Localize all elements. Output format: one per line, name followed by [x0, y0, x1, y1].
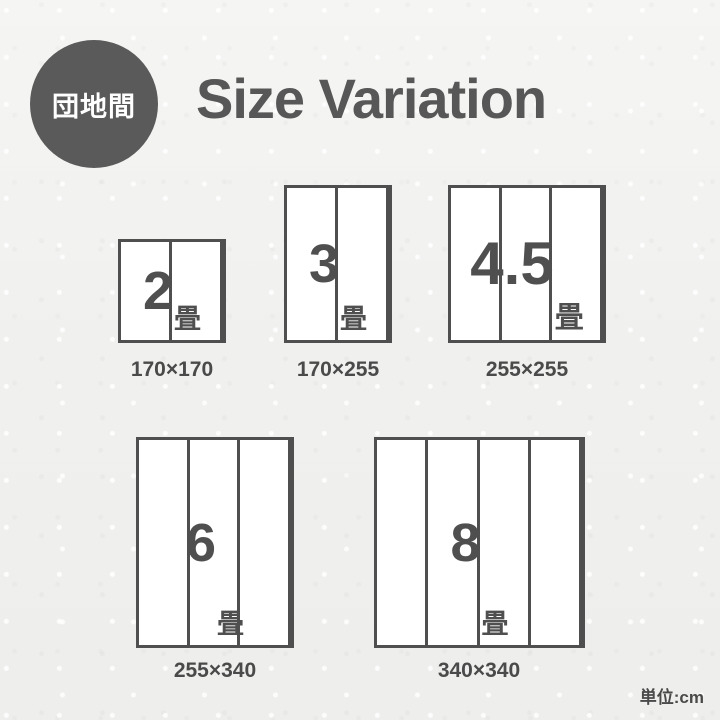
tatami-mat: [190, 440, 241, 645]
tatami-mat: [480, 440, 531, 645]
room-6jo: 6 畳: [136, 437, 294, 648]
unit-footnote: 単位:cm: [639, 688, 704, 707]
badge-danchima: 団地間: [30, 40, 158, 168]
tatami-mat: [502, 188, 553, 340]
tatami-mat: [338, 188, 389, 340]
room-4_5jo: 4.5 畳: [448, 185, 606, 343]
tatami-mat: [552, 188, 604, 340]
tatami-mat: [451, 188, 502, 340]
room-8jo: 8 畳: [374, 437, 585, 648]
badge-label: 団地間: [52, 91, 136, 122]
dimension-2jo: 170×170: [130, 358, 214, 381]
tatami-mat: [139, 440, 190, 645]
dimension-4_5jo: 255×255: [485, 358, 569, 381]
dimension-6jo: 255×340: [173, 659, 257, 682]
header: 団地間 Size Variation: [0, 0, 720, 170]
page-title: Size Variation: [196, 67, 547, 130]
room-2jo: 2 畳: [118, 239, 226, 343]
tatami-mat: [172, 242, 223, 340]
tatami-mat: [531, 440, 582, 645]
room-3jo: 3 畳: [284, 185, 392, 343]
dimension-8jo: 340×340: [437, 659, 521, 682]
dimension-3jo: 170×255: [296, 358, 380, 381]
tatami-mat: [287, 188, 338, 340]
tatami-mat: [121, 242, 172, 340]
tatami-mat: [377, 440, 429, 645]
tatami-mat: [428, 440, 480, 645]
tatami-mat: [240, 440, 292, 645]
